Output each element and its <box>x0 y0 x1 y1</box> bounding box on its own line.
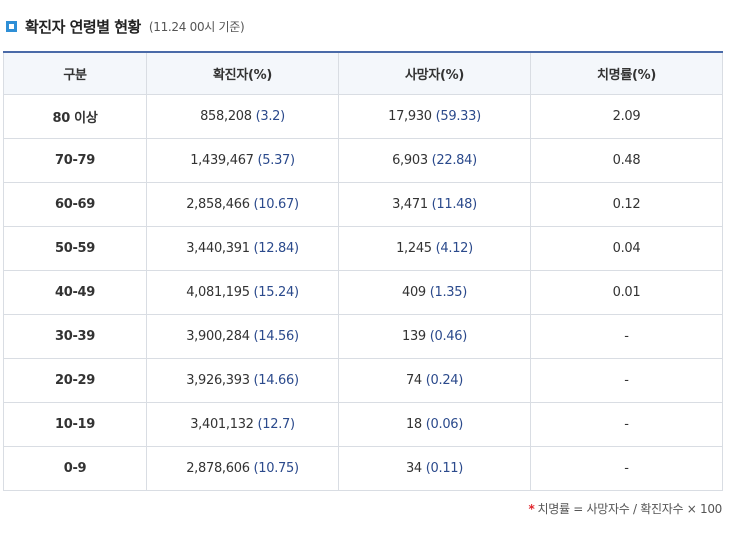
table-row: 60-69 2,858,466 (10.67) 3,471 (11.48) 0.12 <box>3 182 723 227</box>
age-group-cell: 10-19 <box>3 402 147 447</box>
deaths-count: 34 <box>405 461 422 476</box>
confirmed-count: 2,878,606 <box>186 461 250 476</box>
fatality-rate-cell: 0.48 <box>530 138 723 183</box>
deaths-cell: 3,471 (11.48) <box>338 182 531 227</box>
fatality-footnote: * 치명률 = 사망자수 / 확진자수 × 100 <box>528 500 723 517</box>
deaths-cell: 139 (0.46) <box>338 314 531 359</box>
deaths-percent: (0.11) <box>425 461 464 476</box>
table-row: 10-19 3,401,132 (12.7) 18 (0.06) - <box>3 402 723 447</box>
column-header-confirmed: 확진자(%) <box>146 51 339 95</box>
age-group-cell: 50-59 <box>3 226 147 271</box>
deaths-percent: (0.24) <box>425 373 464 388</box>
confirmed-cell: 1,439,467 (5.37) <box>146 138 339 183</box>
square-bullet-icon <box>6 20 17 32</box>
fatality-rate-cell: - <box>530 402 723 447</box>
deaths-cell: 17,930 (59.33) <box>338 94 531 139</box>
deaths-cell: 6,903 (22.84) <box>338 138 531 183</box>
confirmed-count: 3,401,132 <box>190 417 254 432</box>
deaths-percent: (59.33) <box>435 109 482 124</box>
confirmed-cell: 3,900,284 (14.56) <box>146 314 339 359</box>
deaths-percent: (4.12) <box>435 241 474 256</box>
footnote-asterisk: * <box>528 502 535 516</box>
reference-time: (11.24 00시 기준) <box>148 19 245 34</box>
deaths-percent: (0.46) <box>429 329 468 344</box>
deaths-count: 3,471 <box>392 197 428 212</box>
table-row: 30-39 3,900,284 (14.56) 139 (0.46) - <box>3 314 723 359</box>
deaths-percent: (22.84) <box>431 153 478 168</box>
deaths-count: 409 <box>401 285 426 300</box>
age-group-cell: 70-79 <box>3 138 147 183</box>
confirmed-percent: (14.56) <box>253 329 300 344</box>
confirmed-count: 3,926,393 <box>186 373 250 388</box>
confirmed-cell: 3,440,391 (12.84) <box>146 226 339 271</box>
deaths-cell: 409 (1.35) <box>338 270 531 315</box>
fatality-rate-cell: - <box>530 446 723 491</box>
confirmed-percent: (12.7) <box>257 417 296 432</box>
column-header-fatality: 치명률(%) <box>530 51 723 95</box>
table-header-row: 구분 확진자(%) 사망자(%) 치명률(%) <box>3 51 723 95</box>
confirmed-percent: (15.24) <box>253 285 300 300</box>
fatality-rate-cell: 0.04 <box>530 226 723 271</box>
deaths-count: 139 <box>401 329 426 344</box>
deaths-percent: (1.35) <box>429 285 468 300</box>
deaths-cell: 1,245 (4.12) <box>338 226 531 271</box>
confirmed-cell: 2,878,606 (10.75) <box>146 446 339 491</box>
fatality-rate-cell: 0.12 <box>530 182 723 227</box>
confirmed-percent: (12.84) <box>253 241 300 256</box>
confirmed-count: 2,858,466 <box>186 197 250 212</box>
confirmed-percent: (14.66) <box>253 373 300 388</box>
age-group-cell: 20-29 <box>3 358 147 403</box>
table-row: 20-29 3,926,393 (14.66) 74 (0.24) - <box>3 358 723 403</box>
deaths-count: 17,930 <box>388 109 432 124</box>
age-group-cell: 30-39 <box>3 314 147 359</box>
deaths-cell: 18 (0.06) <box>338 402 531 447</box>
column-header-deaths: 사망자(%) <box>338 51 531 95</box>
confirmed-count: 1,439,467 <box>190 153 254 168</box>
fatality-rate-cell: - <box>530 314 723 359</box>
confirmed-count: 3,440,391 <box>186 241 250 256</box>
deaths-percent: (0.06) <box>425 417 464 432</box>
confirmed-percent: (3.2) <box>255 109 286 124</box>
deaths-count: 18 <box>405 417 422 432</box>
age-group-cell: 40-49 <box>3 270 147 315</box>
age-group-cell: 80 이상 <box>3 94 147 139</box>
age-group-cell: 0-9 <box>3 446 147 491</box>
confirmed-cell: 2,858,466 (10.67) <box>146 182 339 227</box>
table-row: 40-49 4,081,195 (15.24) 409 (1.35) 0.01 <box>3 270 723 315</box>
confirmed-cell: 3,926,393 (14.66) <box>146 358 339 403</box>
confirmed-percent: (10.67) <box>253 197 300 212</box>
fatality-rate-cell: - <box>530 358 723 403</box>
fatality-rate-cell: 0.01 <box>530 270 723 315</box>
deaths-count: 74 <box>405 373 422 388</box>
deaths-count: 6,903 <box>392 153 428 168</box>
table-row: 70-79 1,439,467 (5.37) 6,903 (22.84) 0.48 <box>3 138 723 183</box>
confirmed-cell: 858,208 (3.2) <box>146 94 339 139</box>
deaths-percent: (11.48) <box>431 197 478 212</box>
table-row: 80 이상 858,208 (3.2) 17,930 (59.33) 2.09 <box>3 94 723 139</box>
page-title: 확진자 연령별 현황 <box>25 17 141 36</box>
confirmed-count: 858,208 <box>200 109 252 124</box>
confirmed-cell: 4,081,195 (15.24) <box>146 270 339 315</box>
column-header-age: 구분 <box>3 51 147 95</box>
age-stats-table: 구분 확진자(%) 사망자(%) 치명률(%) 80 이상 858,208 (3.… <box>3 51 723 491</box>
confirmed-percent: (5.37) <box>257 153 296 168</box>
confirmed-percent: (10.75) <box>253 461 300 476</box>
confirmed-count: 3,900,284 <box>186 329 250 344</box>
section-heading: 확진자 연령별 현황 (11.24 00시 기준) <box>6 14 245 38</box>
fatality-rate-cell: 2.09 <box>530 94 723 139</box>
footnote-text: 치명률 = 사망자수 / 확진자수 × 100 <box>537 502 723 516</box>
deaths-cell: 74 (0.24) <box>338 358 531 403</box>
confirmed-count: 4,081,195 <box>186 285 250 300</box>
deaths-cell: 34 (0.11) <box>338 446 531 491</box>
table-row: 0-9 2,878,606 (10.75) 34 (0.11) - <box>3 446 723 491</box>
deaths-count: 1,245 <box>396 241 432 256</box>
confirmed-cell: 3,401,132 (12.7) <box>146 402 339 447</box>
table-row: 50-59 3,440,391 (12.84) 1,245 (4.12) 0.04 <box>3 226 723 271</box>
age-group-cell: 60-69 <box>3 182 147 227</box>
